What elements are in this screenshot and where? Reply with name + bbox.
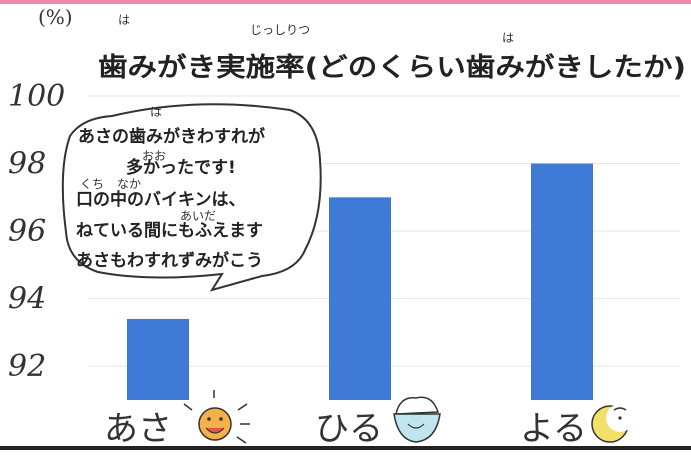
bar-2 — [531, 163, 593, 400]
y-tick-98: 98 — [8, 147, 46, 182]
speech-bubble: は おお くち なか あいだ あさの歯みがきわすれが 多かったです! 口の中のバ… — [61, 103, 322, 292]
y-tick-labels: 92 94 96 98 100 — [8, 79, 65, 384]
bubble-ruby-oo: おお — [142, 149, 166, 163]
bar-1 — [329, 197, 391, 400]
chart-title: 歯みがき実施率(どのくらい歯みがきしたか) — [98, 52, 686, 83]
bubble-ruby-kuchi: くち — [80, 177, 104, 191]
y-tick-100: 100 — [8, 79, 65, 114]
bubble-line-4: ねている間にもふえます — [76, 221, 263, 241]
bottom-frame — [0, 446, 691, 450]
top-border — [0, 0, 691, 4]
bar-0 — [127, 318, 189, 400]
crescent-moon-icon — [591, 404, 634, 443]
bubble-line-1: あさの歯みがきわすれが — [78, 126, 265, 147]
bubble-ruby-ha: は — [150, 105, 162, 119]
y-tick-94: 94 — [8, 282, 46, 317]
bubble-ruby-naka: なか — [117, 177, 141, 191]
bar-layer — [127, 163, 593, 400]
x-label-yoru: よる — [520, 409, 587, 449]
x-label-hiru: ひる — [315, 409, 383, 449]
title-ruby-ha: は — [118, 13, 130, 27]
x-label-asa: あさ — [104, 409, 172, 449]
y-tick-92: 92 — [8, 349, 46, 384]
bubble-line-5: あさもわすれずみがこう — [76, 250, 263, 271]
rice-bowl-icon — [393, 396, 441, 443]
bubble-line-2: 多かったです! — [126, 157, 236, 178]
title-ruby-jisshiritsu: じっしりつ — [250, 23, 310, 37]
bubble-line-3: 口の中のバイキンは、 — [76, 189, 246, 210]
y-axis-unit: (%) — [38, 5, 73, 29]
bubble-ruby-aida: あいだ — [180, 209, 216, 223]
sun-face-icon — [183, 390, 250, 444]
y-tick-96: 96 — [8, 214, 46, 249]
title-ruby-ha-2: は — [502, 31, 514, 45]
